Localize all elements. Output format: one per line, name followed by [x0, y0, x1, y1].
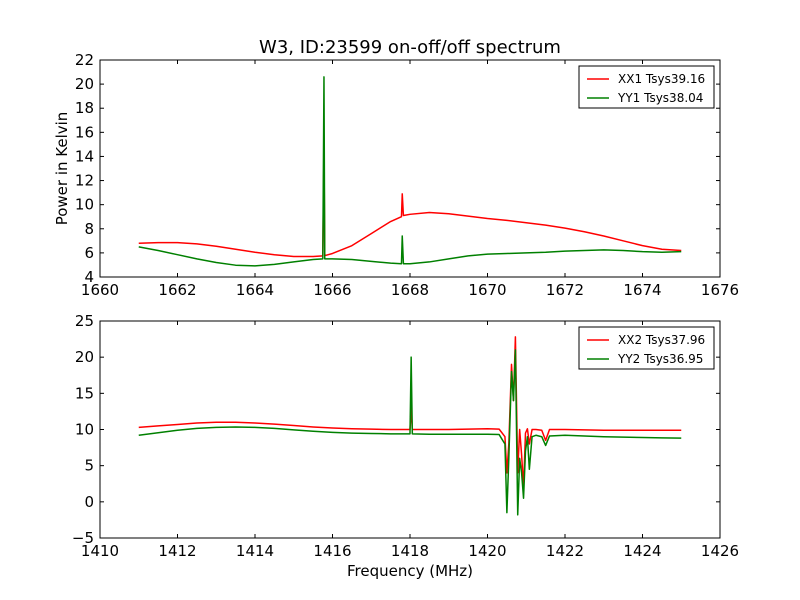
y-tick-label: 15	[75, 384, 94, 402]
y-tick-label: 16	[75, 123, 94, 141]
y-tick-label: 22	[75, 51, 94, 69]
x-tick-label: 1676	[701, 281, 739, 299]
y-tick-label: 25	[75, 312, 94, 330]
y-tick-label: 0	[84, 493, 94, 511]
y-tick-label: 4	[84, 268, 94, 286]
x-tick-label: 1668	[391, 281, 429, 299]
y-tick-label: 14	[75, 147, 94, 165]
x-tick-label: 1420	[468, 542, 506, 560]
x-tick-label: 1426	[701, 542, 739, 560]
series-line-1	[138, 336, 682, 489]
chart-title: W3, ID:23599 on-off/off spectrum	[259, 37, 561, 58]
y-tick-label: 18	[75, 99, 94, 117]
x-tick-label: 1670	[468, 281, 506, 299]
bottom-panel: 1410 1412 1414 1416 1418 1420 1422 1424 1426 −5 0 5…	[72, 312, 739, 580]
y-tick-label: −5	[72, 529, 94, 547]
legend: XX2 Tsys37.96 YY2 Tsys36.95	[578, 326, 715, 370]
y-tick-label: 10	[75, 196, 94, 214]
x-tick-label: 1672	[546, 281, 584, 299]
legend-box	[578, 65, 715, 109]
legend-box	[578, 326, 715, 370]
x-tick-label: 1666	[313, 281, 351, 299]
y-tick-label: 8	[84, 220, 94, 238]
series-line-1	[138, 147, 682, 258]
series-line-2	[138, 349, 682, 516]
x-tick-label: 1664	[236, 281, 274, 299]
legend: XX1 Tsys39.16 YY1 Tsys38.04	[578, 65, 715, 109]
y-tick-label: 10	[75, 421, 94, 439]
legend-entry: XX2 Tsys37.96	[618, 333, 705, 347]
x-tick-label: 1662	[158, 281, 196, 299]
x-axis-label: Frequency (MHz)	[347, 562, 473, 580]
legend-entry: XX1 Tsys39.16	[618, 72, 705, 86]
x-tick-label: 1416	[313, 542, 351, 560]
x-tick-label: 1674	[623, 281, 661, 299]
x-tick-label: 1418	[391, 542, 429, 560]
y-tick-label: 20	[75, 348, 94, 366]
x-tick-label: 1410	[81, 542, 119, 560]
legend-entry: YY2 Tsys36.95	[617, 352, 703, 366]
x-tick-label: 1422	[546, 542, 584, 560]
y-tick-label: 20	[75, 75, 94, 93]
y-tick-label: 5	[84, 457, 94, 475]
y-axis-label: Power in Kelvin	[53, 112, 71, 226]
legend-entry: YY1 Tsys38.04	[617, 91, 703, 105]
top-panel: 1660 1662 1664 1666 1668 1670 1672 1674 1676 4 6 8 1…	[53, 51, 739, 299]
x-tick-label: 1414	[236, 542, 274, 560]
y-tick-label: 12	[75, 172, 94, 190]
x-tick-label: 1660	[81, 281, 119, 299]
series-line-2	[138, 76, 682, 267]
x-tick-label: 1424	[623, 542, 661, 560]
y-tick-label: 6	[84, 244, 94, 262]
x-tick-label: 1412	[158, 542, 196, 560]
